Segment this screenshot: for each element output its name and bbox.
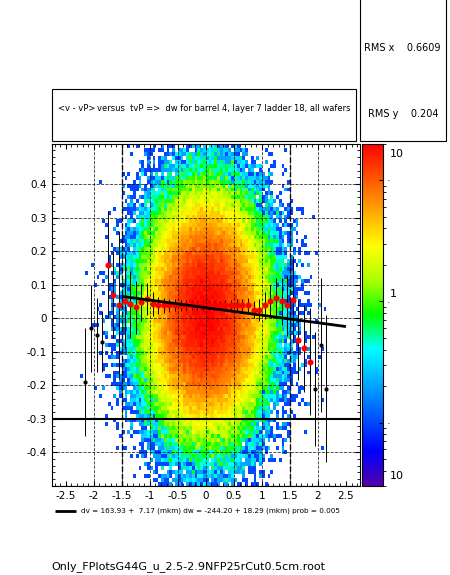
Text: RMS x    0.6609: RMS x 0.6609 <box>364 43 441 53</box>
Text: Only_FPIotsG44G_u_2.5-2.9NFP25rCut0.5cm.root: Only_FPIotsG44G_u_2.5-2.9NFP25rCut0.5cm.… <box>52 561 326 572</box>
Text: versus  tvP =>  dw for barrel 4, layer 7 ladder 18, all wafers: versus tvP => dw for barrel 4, layer 7 l… <box>97 104 351 113</box>
Text: 10: 10 <box>390 149 404 159</box>
FancyBboxPatch shape <box>360 0 446 141</box>
Text: 10: 10 <box>390 470 404 481</box>
FancyBboxPatch shape <box>52 89 356 141</box>
Text: 1: 1 <box>390 289 396 299</box>
Text: <v - vP>: <v - vP> <box>58 104 95 113</box>
Text: dv = 163.93 +  7.17 (mkm) dw = -244.20 + 18.29 (mkm) prob = 0.005: dv = 163.93 + 7.17 (mkm) dw = -244.20 + … <box>81 508 340 514</box>
Text: RMS y    0.204: RMS y 0.204 <box>368 109 438 120</box>
